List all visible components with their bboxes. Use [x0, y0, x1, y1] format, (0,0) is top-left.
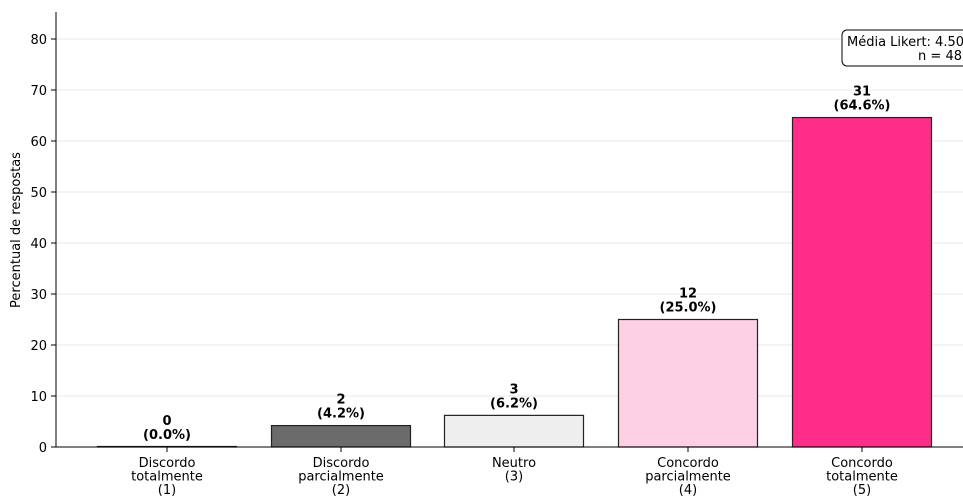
y-tick-label: 70 [30, 84, 47, 99]
y-tick-label: 20 [30, 339, 47, 354]
y-tick-label: 40 [30, 237, 47, 252]
y-tick-label: 80 [30, 33, 47, 48]
x-tick-label: Discordo [139, 456, 196, 471]
bar-count-label: 0 [162, 414, 171, 429]
bar-percent-label: (0.0%) [143, 428, 191, 443]
stats-box-frame [841, 29, 963, 67]
x-tick-label: Concordo [831, 456, 893, 471]
bars [96, 116, 933, 448]
y-tick-label: 0 [39, 441, 47, 456]
x-tick-label: (5) [853, 483, 871, 498]
x-tick-label: totalmente [826, 470, 898, 485]
y-tick-label: 50 [30, 186, 47, 201]
stats-n-text: n = 48 [918, 49, 962, 64]
bar-percent-label: (4.2%) [317, 407, 365, 422]
stats-mean-text: Média Likert: 4.50 [847, 35, 963, 50]
x-tick-label: (1) [158, 483, 176, 498]
bar-count-label: 2 [336, 393, 345, 408]
bar [617, 318, 759, 448]
x-tick-label: (4) [679, 483, 697, 498]
grid-lines [56, 38, 963, 397]
x-tick-label: totalmente [131, 470, 203, 485]
bar-count-label: 3 [509, 382, 518, 397]
y-tick-label: 30 [30, 288, 47, 303]
x-tick-label: parcialmente [645, 470, 731, 485]
y-ticks: 0 10 20 30 40 50 60 70 80 [30, 33, 56, 456]
y-tick-label: 60 [30, 135, 47, 150]
x-tick-label: Discordo [313, 456, 370, 471]
bar-percent-label: (25.0%) [660, 301, 717, 316]
x-tick-label: (3) [505, 470, 523, 485]
bar-count-label: 12 [679, 287, 697, 302]
x-tick-label: Neutro [492, 456, 536, 471]
stats-box: Média Likert: 4.50 n = 48 [841, 29, 963, 67]
bar [443, 414, 585, 448]
bar-count-label: 31 [853, 85, 871, 100]
x-tick-labels: Discordototalmente(1)Discordoparcialment… [131, 447, 898, 498]
bar-percent-label: (6.2%) [490, 396, 538, 411]
bar [270, 424, 412, 448]
y-axis-label: Percentual de respostas [9, 152, 24, 308]
axes [55, 12, 963, 448]
x-tick-label: parcialmente [298, 470, 384, 485]
bar-percent-label: (64.6%) [834, 99, 891, 114]
x-tick-label: Concordo [657, 456, 719, 471]
value-labels: 0(0.0%) 2(4.2%) 3(6.2%) 12(25.0%) 31(64.6%) [143, 85, 890, 443]
bar [791, 116, 933, 448]
x-tick-label: (2) [332, 483, 350, 498]
y-tick-label: 10 [30, 390, 47, 405]
